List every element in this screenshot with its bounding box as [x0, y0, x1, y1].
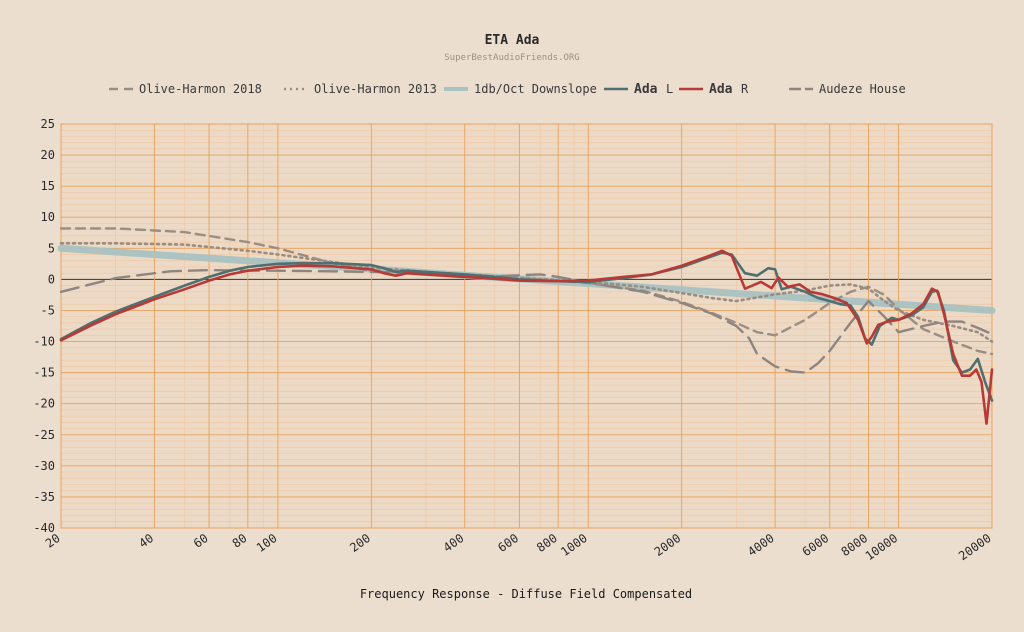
- legend-label: Olive-Harmon 2013: [314, 82, 437, 96]
- y-tick-label: 20: [41, 148, 55, 162]
- y-tick-label: 25: [41, 117, 55, 131]
- chart-title: ETA Ada: [485, 33, 540, 48]
- series-line-audeze-house: [59, 268, 994, 374]
- y-tick-label: -40: [33, 521, 55, 535]
- legend-label-suffix: L: [666, 82, 673, 96]
- legend-entry: Olive-Harmon 2018: [109, 82, 262, 96]
- x-tick-label: 60: [191, 531, 211, 551]
- legend-entry: Audeze House: [789, 82, 906, 96]
- series-line-olive-harmon-2013: [59, 242, 994, 343]
- x-tick-label: 200: [347, 531, 373, 555]
- legend-label: Audeze House: [819, 82, 906, 96]
- x-tick-label: 4000: [745, 531, 777, 559]
- x-tick-label: 100: [254, 531, 280, 555]
- x-tick-label: 20000: [956, 531, 994, 563]
- legend-label: Olive-Harmon 2018: [139, 82, 262, 96]
- y-tick-label: -10: [33, 335, 55, 349]
- x-tick-label: 2000: [652, 531, 684, 559]
- x-tick-label: 600: [495, 531, 521, 555]
- x-tick-label: 1000: [558, 531, 590, 559]
- y-tick-label: -25: [33, 428, 55, 442]
- legend-label: Ada: [634, 82, 658, 97]
- y-tick-label: -5: [41, 303, 55, 317]
- y-tick-label: 10: [41, 210, 55, 224]
- x-tick-label: 80: [230, 531, 250, 551]
- x-tick-label: 10000: [863, 531, 901, 563]
- legend-entry: Ada L: [604, 82, 673, 97]
- y-tick-label: -15: [33, 366, 55, 380]
- legend-entry: 1db/Oct Downslope: [444, 82, 597, 96]
- chart-subtitle: SuperBestAudioFriends.ORG: [444, 53, 579, 63]
- y-tick-label: -30: [33, 459, 55, 473]
- y-tick-label: -35: [33, 490, 55, 504]
- y-tick-label: 15: [41, 179, 55, 193]
- x-tick-label: 800: [534, 531, 560, 555]
- legend-entry: Olive-Harmon 2013: [284, 82, 437, 96]
- x-axis-label: Frequency Response - Diffuse Field Compe…: [360, 587, 692, 601]
- y-tick-label: 0: [48, 272, 55, 286]
- legend-label-suffix: R: [741, 82, 749, 96]
- legend: Olive-Harmon 2018 Olive-Harmon 2013 1db/Oc…: [109, 82, 906, 97]
- x-tick-label: 6000: [800, 531, 832, 559]
- plot-background: [61, 124, 992, 528]
- y-tick-label: 5: [48, 241, 55, 255]
- legend-label: 1db/Oct Downslope: [474, 82, 597, 96]
- legend-entry: Ada R: [679, 82, 749, 97]
- series-line-ada-l: [59, 251, 994, 402]
- legend-label: Ada: [709, 82, 733, 97]
- x-tick-label: 40: [136, 531, 156, 551]
- plot-border: [60, 123, 993, 529]
- y-tick-label: -20: [33, 397, 55, 411]
- x-tick-label: 400: [441, 531, 467, 555]
- x-tick-label: 20: [43, 531, 63, 551]
- series-line-ada-r: [59, 249, 994, 425]
